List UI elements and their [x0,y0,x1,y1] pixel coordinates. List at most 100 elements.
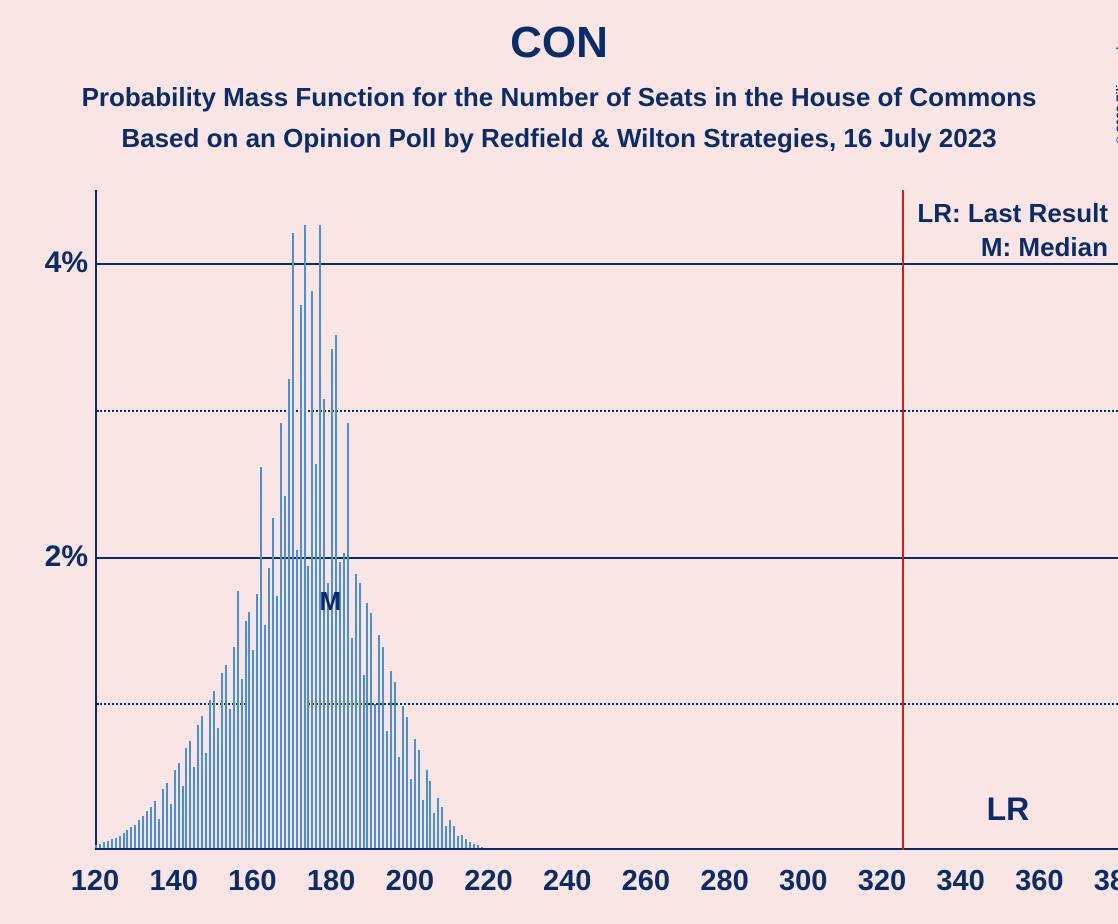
pmf-bar [390,671,392,848]
pmf-bar [142,816,144,848]
pmf-bar [402,706,404,848]
pmf-bar [178,763,180,848]
pmf-bar [363,675,365,848]
x-axis [95,848,1118,850]
pmf-bar [469,842,471,848]
x-tick-label: 300 [779,865,827,898]
pmf-bar [288,379,290,848]
pmf-bar [374,704,376,848]
pmf-bar [429,781,431,848]
pmf-bar [355,574,357,848]
y-tick-label: 4% [45,246,88,280]
pmf-bar [284,496,286,848]
x-tick-label: 240 [543,865,591,898]
pmf-bar [445,826,447,848]
chart-subtitle-1: Probability Mass Function for the Number… [0,68,1118,113]
pmf-bar [473,844,475,848]
plot-region: 2%4%120140160180200220240260280300320340… [95,190,1118,850]
pmf-bar [366,603,368,848]
pmf-bar [189,741,191,848]
pmf-bar [414,739,416,848]
pmf-bar [126,830,128,848]
pmf-bar [158,819,160,848]
pmf-bar [260,467,262,848]
x-tick-label: 140 [149,865,197,898]
grid-minor [97,410,1118,412]
pmf-bar [182,786,184,848]
x-tick-label: 180 [307,865,355,898]
pmf-bar [457,836,459,848]
x-tick-label: 360 [1015,865,1063,898]
pmf-bar [245,621,247,848]
pmf-bar [481,847,483,848]
pmf-bar [205,753,207,848]
pmf-bar [217,728,219,848]
x-tick-label: 200 [386,865,434,898]
grid-major [97,557,1118,559]
last-result-line [902,190,904,850]
pmf-bar [209,700,211,848]
x-tick-label: 340 [936,865,984,898]
pmf-bar [237,591,239,848]
pmf-bar [300,305,302,848]
x-tick-label: 380 [1094,865,1118,898]
pmf-bar [225,665,227,848]
pmf-bar [398,757,400,848]
pmf-bar [229,709,231,848]
pmf-bar [422,800,424,848]
pmf-bar [319,225,321,848]
pmf-bar [441,807,443,848]
pmf-bar [154,801,156,848]
pmf-bar [351,638,353,848]
pmf-bar [311,291,313,848]
pmf-bar [272,518,274,848]
pmf-bar [268,568,270,848]
pmf-bar [174,770,176,848]
pmf-bar [394,682,396,848]
pmf-bar [233,647,235,848]
pmf-bar [197,725,199,848]
pmf-bar [453,826,455,848]
pmf-bar [347,423,349,848]
pmf-bar [437,798,439,848]
pmf-bar [248,612,250,848]
pmf-bar [382,647,384,848]
pmf-bar [315,464,317,848]
pmf-bar [449,820,451,848]
last-result-label: LR [987,791,1030,828]
pmf-bar [134,825,136,848]
median-marker-label: M [319,586,341,617]
pmf-bar [465,839,467,848]
pmf-bar [359,583,361,848]
pmf-bar [111,839,113,848]
copyright-text: © 2023 Filip van Laenen [1114,8,1118,144]
pmf-bar [406,717,408,848]
pmf-bar [119,836,121,848]
pmf-bar [426,770,428,848]
chart-area: 2%4%120140160180200220240260280300320340… [0,190,1118,890]
pmf-bar [292,233,294,848]
y-axis [95,190,97,850]
pmf-bar [201,716,203,848]
pmf-bar [256,594,258,848]
pmf-bar [304,225,306,848]
pmf-bar [107,841,109,848]
pmf-bar [221,673,223,848]
pmf-bar [115,838,117,848]
pmf-bar [150,807,152,848]
x-tick-label: 120 [71,865,119,898]
pmf-bar [386,731,388,848]
chart-subtitle-2: Based on an Opinion Poll by Redfield & W… [0,113,1118,154]
pmf-bar [378,635,380,848]
pmf-bar [461,835,463,848]
pmf-bar [307,566,309,848]
pmf-bar [433,813,435,848]
legend-lr: LR: Last Result [917,198,1108,229]
pmf-bar [99,844,101,848]
pmf-bar [327,583,329,848]
pmf-bar [146,811,148,848]
pmf-bar [252,650,254,848]
y-tick-label: 2% [45,540,88,574]
x-tick-label: 160 [228,865,276,898]
pmf-bar [343,553,345,848]
